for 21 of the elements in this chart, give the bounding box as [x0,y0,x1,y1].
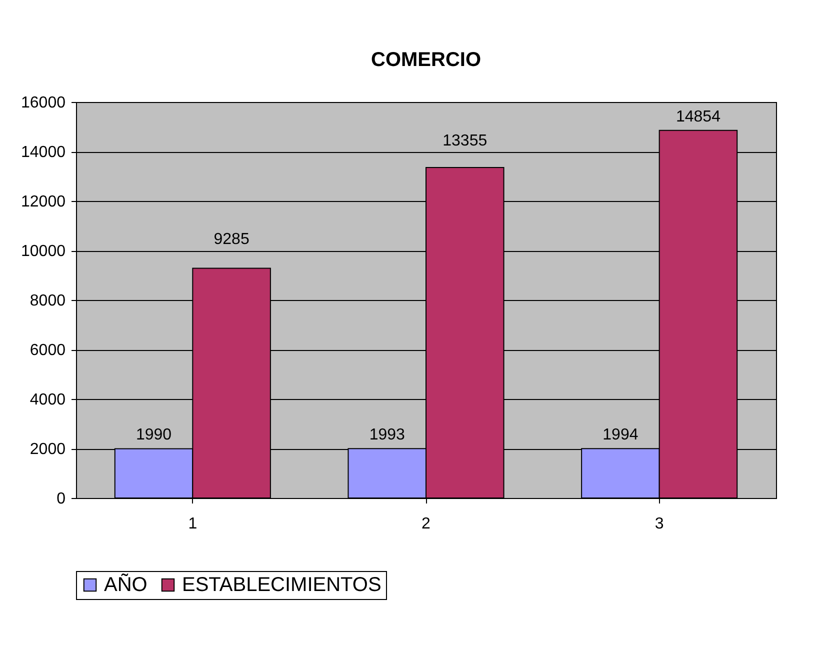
data-label: 1994 [602,426,638,444]
data-label: 14854 [676,108,721,126]
data-label: 13355 [442,132,488,150]
legend-label: ESTABLECIMIENTOS [182,574,382,596]
x-tick-label: 3 [654,516,664,532]
data-label: 1993 [369,426,406,444]
data-label: 1990 [136,426,172,444]
legend-label: AÑO [104,573,148,596]
y-tick-label: 6000 [30,342,66,359]
x-tick-label: 1 [188,516,198,532]
x-tick-label: 2 [422,516,431,532]
y-tick-label: 8000 [30,292,66,310]
chart-title: COMERCIO [371,49,481,71]
data-label: 9285 [214,231,250,248]
y-tick-label: 14000 [21,144,66,161]
y-tick-label: 2000 [30,441,66,458]
y-tick-label: 4000 [30,392,66,408]
y-tick-label: 10000 [21,243,66,260]
y-tick-label: 16000 [21,94,66,112]
y-tick-label: 12000 [21,194,66,210]
y-tick-label: 0 [56,490,66,508]
